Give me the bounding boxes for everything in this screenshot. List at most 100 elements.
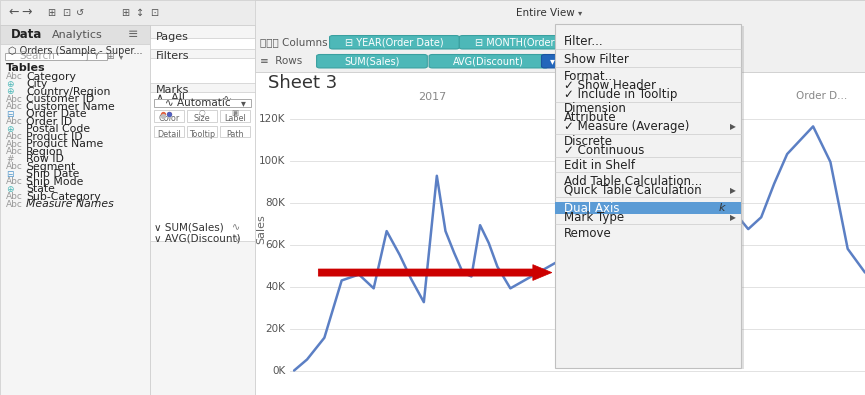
Text: ⊟: ⊟ [6,170,14,179]
Text: ↗: ↗ [361,8,368,18]
Text: 80K: 80K [266,198,285,208]
FancyBboxPatch shape [150,25,255,395]
Text: ∿: ∿ [232,222,240,233]
Text: ↺: ↺ [76,8,84,18]
Text: ○: ○ [199,109,205,117]
Text: ▣: ▣ [231,109,239,117]
FancyBboxPatch shape [555,24,741,368]
Text: ✓ Show Header: ✓ Show Header [564,79,656,92]
Text: 20K: 20K [266,324,285,334]
Text: 40K: 40K [266,282,285,292]
Text: ⊡: ⊡ [614,8,622,18]
Text: Abc: Abc [6,200,23,209]
Text: Detail: Detail [157,130,181,139]
FancyBboxPatch shape [0,25,150,395]
Text: →: → [22,6,32,19]
Text: Region: Region [26,147,63,157]
FancyBboxPatch shape [330,36,459,49]
Text: ⊞: ⊞ [48,8,55,18]
Text: ⊟ MONTH(Order Dat...: ⊟ MONTH(Order Dat... [475,37,585,47]
FancyBboxPatch shape [255,0,865,72]
Text: Customer ID: Customer ID [26,94,94,104]
Text: Path: Path [226,130,244,139]
Text: ∧  All: ∧ All [156,93,185,103]
Text: ✓ Continuous: ✓ Continuous [564,144,644,157]
Text: ▶: ▶ [730,122,735,131]
FancyBboxPatch shape [150,58,255,83]
Text: ▶: ▶ [730,186,735,195]
Text: Entire View: Entire View [516,8,575,18]
Text: Marks: Marks [156,85,189,95]
Text: ⬡ Orders (Sample - Super...: ⬡ Orders (Sample - Super... [8,45,142,56]
Text: ⊙: ⊙ [372,8,380,18]
Text: Abc: Abc [6,162,23,171]
Text: Product Name: Product Name [26,139,103,149]
Text: ⊕: ⊕ [6,87,14,96]
Text: ∿: ∿ [232,233,240,243]
FancyBboxPatch shape [510,4,581,21]
Text: Sheet 3: Sheet 3 [268,74,337,92]
FancyBboxPatch shape [187,110,217,122]
Text: ⌨: ⌨ [333,8,347,18]
Text: Tables: Tables [6,63,46,73]
Text: Size: Size [194,114,210,123]
Text: ⊟ YEAR(Order Date): ⊟ YEAR(Order Date) [345,37,444,47]
Text: Label: Label [224,114,246,123]
FancyBboxPatch shape [220,110,250,122]
FancyBboxPatch shape [459,36,600,49]
Text: Dimension: Dimension [564,102,627,115]
Text: ∿ Automatic: ∿ Automatic [165,98,231,108]
Text: ∨ SUM(Sales): ∨ SUM(Sales) [154,222,224,233]
Text: Order ID: Order ID [26,117,72,127]
FancyBboxPatch shape [558,26,744,369]
Text: ⊞: ⊞ [287,8,295,18]
Text: ⊡: ⊡ [150,8,157,18]
Text: Abc: Abc [6,140,23,149]
Text: ⊙: ⊙ [631,8,639,18]
Text: ▾: ▾ [240,98,246,108]
Text: Quick Table Calculation: Quick Table Calculation [564,184,702,197]
Text: Add Table Calculation...: Add Table Calculation... [564,175,702,188]
Text: ▶: ▶ [730,213,735,222]
Text: ⊙: ⊙ [683,8,691,18]
Text: Remove: Remove [564,227,612,240]
Text: Customer Name: Customer Name [26,102,115,112]
Text: Tooltip: Tooltip [189,130,215,139]
Text: ≡: ≡ [128,28,138,41]
Text: Analytics: Analytics [52,30,103,40]
Text: Ship Mode: Ship Mode [26,177,83,187]
Text: Attribute: Attribute [564,111,617,124]
Text: Measure Names: Measure Names [26,199,113,209]
Text: Y: Y [93,52,99,61]
Text: 0K: 0K [272,365,285,376]
Text: ✓ Measure (Average): ✓ Measure (Average) [564,120,689,133]
Text: 120K: 120K [259,114,285,124]
Text: Product ID: Product ID [26,132,82,142]
FancyBboxPatch shape [187,126,217,137]
FancyArrow shape [318,265,552,280]
Text: ↕: ↕ [136,8,144,18]
Text: Sub-Category: Sub-Category [26,192,100,202]
Text: ▾: ▾ [119,52,123,61]
Text: ⊟: ⊟ [6,110,14,118]
Text: 60K: 60K [266,240,285,250]
Text: City: City [26,79,48,89]
Text: Color: Color [158,114,180,123]
FancyBboxPatch shape [555,202,741,214]
Text: Show Filter: Show Filter [564,53,629,66]
Text: 100K: 100K [260,156,285,166]
Text: Country/Region: Country/Region [26,87,111,97]
FancyBboxPatch shape [317,55,427,68]
Text: Abc: Abc [6,117,23,126]
Text: ▾: ▾ [550,56,555,66]
Text: Abc: Abc [6,132,23,141]
Text: ⊞: ⊞ [121,8,129,18]
Text: ⊡: ⊡ [62,8,70,18]
FancyBboxPatch shape [0,25,150,44]
Text: Order Date: Order Date [26,109,86,119]
Text: ▾: ▾ [578,8,582,17]
Text: k: k [719,203,726,213]
Text: State: State [26,184,54,194]
Text: ∨ AVG(Discount): ∨ AVG(Discount) [154,233,240,243]
Text: 2017: 2017 [419,92,446,102]
